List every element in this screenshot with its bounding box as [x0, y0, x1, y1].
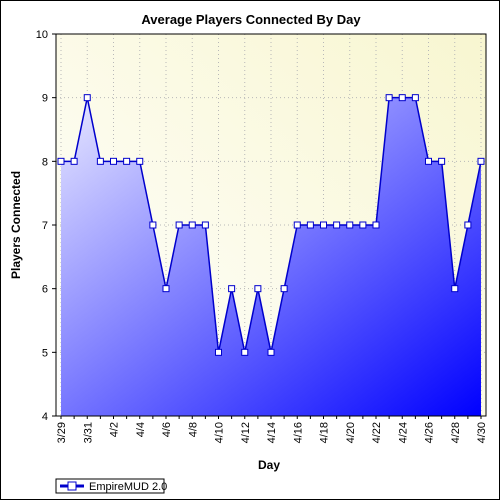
data-point-3/29	[57, 157, 65, 165]
data-point-4/16	[293, 221, 301, 229]
x-axis-ticks: 3/29 3/31 4/2 4/4 4/6 4/8 4/10 4/12 4/14 4/16 4/18…	[56, 416, 488, 443]
data-point-4/26	[425, 157, 432, 165]
x-tick-label: 4/20	[345, 422, 357, 443]
data-point-4/18	[320, 221, 327, 229]
y-tick-label: 9	[42, 93, 48, 105]
x-tick-label: 4/14	[266, 422, 278, 443]
x-tick-label: 4/22	[371, 422, 383, 443]
data-point-4/25	[411, 94, 419, 102]
x-tick-label: 4/10	[214, 422, 226, 443]
series-area-fill	[61, 97, 481, 417]
x-tick-label: 4/8	[187, 422, 199, 437]
data-point-4/23	[385, 94, 393, 102]
data-point-4/15	[280, 285, 288, 293]
data-point-4/27	[438, 157, 446, 165]
series-markers	[57, 94, 485, 356]
y-tick-label: 5	[42, 347, 48, 359]
data-point-4/14	[267, 348, 275, 356]
x-tick-label: 3/29	[56, 422, 68, 443]
data-point-3/30	[70, 157, 78, 165]
data-point-4/22	[372, 221, 380, 229]
data-point-4/7	[175, 221, 183, 229]
x-tick-label: 4/30	[476, 422, 488, 443]
data-point-3/31	[83, 94, 91, 102]
y-axis-ticks: 4 5 6 7 8 9 10	[36, 29, 56, 423]
y-tick-label: 4	[42, 411, 48, 423]
data-point-4/4	[136, 157, 144, 165]
x-tick-label: 4/18	[319, 422, 331, 443]
x-axis-title: Day	[258, 458, 280, 472]
x-tick-label: 4/26	[424, 422, 436, 443]
data-point-4/29	[464, 221, 472, 229]
y-tick-label: 10	[36, 29, 48, 41]
data-point-4/19	[333, 221, 341, 229]
data-point-4/2	[110, 157, 117, 165]
x-tick-label: 4/16	[292, 422, 304, 443]
data-point-4/3	[123, 157, 131, 165]
data-point-4/28	[451, 285, 459, 293]
data-point-4/8	[188, 221, 196, 229]
data-point-4/5	[149, 221, 157, 229]
legend-marker-swatch	[67, 481, 77, 491]
data-point-4/21	[359, 221, 367, 229]
data-point-4/30	[477, 157, 485, 165]
data-point-4/17	[306, 221, 314, 229]
data-point-4/13	[254, 285, 262, 293]
data-point-4/24	[398, 94, 406, 102]
x-tick-label: 4/28	[450, 422, 462, 443]
data-point-4/9	[201, 221, 209, 229]
legend-label: EmpireMUD 2.0	[89, 481, 167, 493]
y-tick-label: 6	[42, 284, 48, 296]
data-point-4/20	[346, 221, 354, 229]
data-point-4/10	[215, 348, 222, 356]
chart-title: Average Players Connected By Day	[141, 12, 361, 27]
data-point-4/1	[96, 157, 104, 165]
y-axis-title: Players Connected	[9, 171, 23, 279]
x-tick-label: 4/6	[161, 422, 173, 437]
x-tick-label: 4/24	[397, 422, 409, 443]
data-point-4/11	[228, 285, 236, 293]
x-tick-label: 4/2	[109, 422, 121, 437]
x-tick-label: 4/12	[240, 422, 252, 443]
data-point-4/12	[241, 348, 249, 356]
legend-box	[55, 478, 165, 494]
x-tick-label: 3/31	[82, 422, 94, 443]
y-tick-label: 7	[42, 220, 48, 232]
legend: EmpireMUD 2.0	[55, 478, 167, 494]
x-tick-label: 4/4	[135, 422, 147, 437]
data-point-4/6	[162, 285, 170, 293]
y-tick-label: 8	[42, 156, 48, 168]
